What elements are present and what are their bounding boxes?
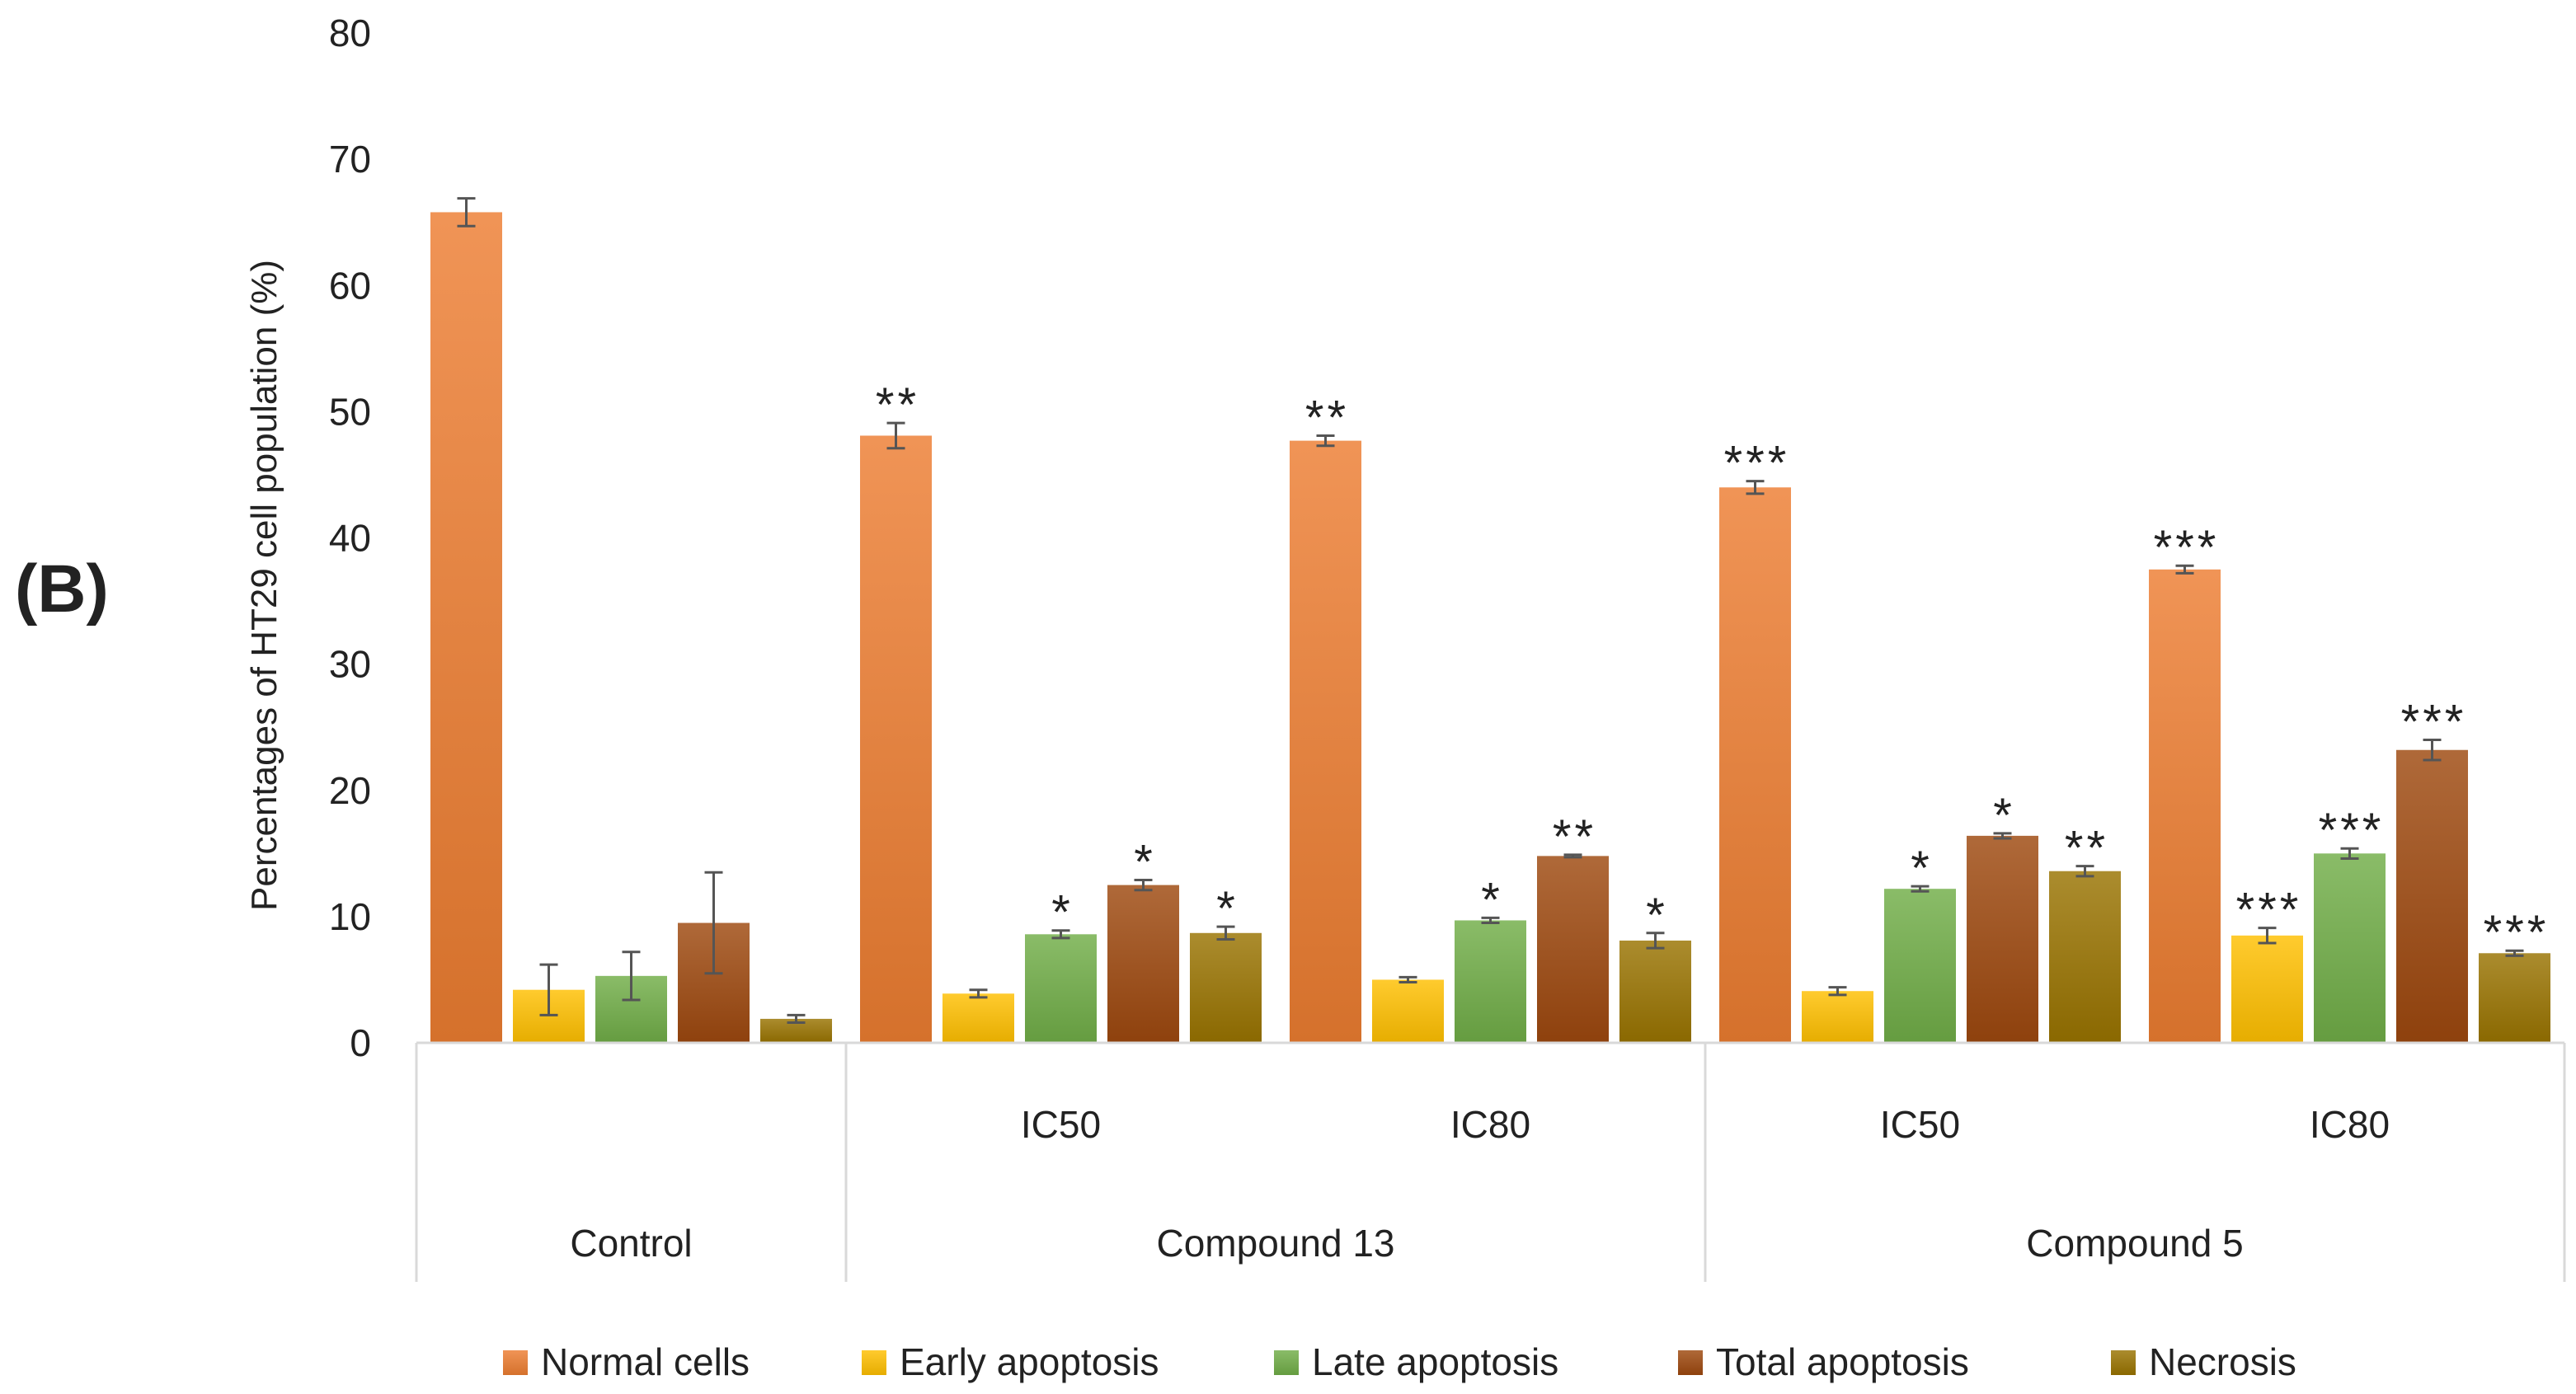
bar-normal-cells xyxy=(1290,440,1361,1043)
bar-total-apoptosis xyxy=(1107,885,1179,1043)
legend-swatch-normal-cells xyxy=(503,1350,528,1375)
y-tick-label: 20 xyxy=(329,769,371,812)
group-label: Compound 5 xyxy=(2026,1222,2243,1265)
bar-necrosis xyxy=(2479,953,2550,1043)
error-bar xyxy=(1134,878,1153,892)
bar-early-apoptosis xyxy=(2231,935,2303,1043)
error-bar xyxy=(539,963,558,1016)
significance-marker: * xyxy=(1051,886,1074,940)
legend: Normal cells Early apoptosis Late apoptosi… xyxy=(503,1340,2296,1383)
bar-necrosis xyxy=(1190,932,1262,1043)
error-bar xyxy=(2258,927,2277,945)
y-axis-title: Percentages of HT29 cell population (%) xyxy=(244,260,284,911)
error-bar xyxy=(1993,832,2012,840)
bar-normal-cells xyxy=(2149,569,2221,1043)
legend-swatch-late-apoptosis xyxy=(1274,1350,1299,1375)
bar-series xyxy=(430,212,2550,1043)
error-bar xyxy=(2075,865,2094,878)
error-bar xyxy=(704,871,723,975)
x-tick-label: IC80 xyxy=(2310,1103,2390,1146)
x-tick-label: IC50 xyxy=(1021,1103,1101,1146)
significance-markers: ** ************ ****** ** ***** ****** xyxy=(876,378,2550,960)
error-bar xyxy=(1316,434,1335,448)
y-axis-ticks: 0 10 20 30 40 50 60 70 80 xyxy=(329,12,371,1064)
legend-label: Total apoptosis xyxy=(1716,1340,1969,1383)
error-bar xyxy=(1746,480,1765,495)
bar-total-apoptosis xyxy=(1967,835,2038,1043)
significance-marker: *** xyxy=(1724,437,1790,490)
error-bar xyxy=(1563,853,1582,859)
significance-marker: ** xyxy=(1305,391,1349,444)
y-tick-label: 60 xyxy=(329,264,371,307)
significance-marker: *** xyxy=(2484,906,2550,960)
legend-label: Early apoptosis xyxy=(900,1340,1159,1383)
significance-marker: *** xyxy=(2401,696,2467,749)
bar-necrosis xyxy=(1619,940,1691,1043)
significance-marker: * xyxy=(1993,789,2015,843)
error-bar xyxy=(1481,916,1500,925)
bar-total-apoptosis xyxy=(2396,749,2468,1043)
y-tick-label: 80 xyxy=(329,12,371,54)
error-bar xyxy=(1911,885,1930,893)
error-bar xyxy=(886,421,905,450)
error-bar xyxy=(1398,975,1417,983)
significance-marker: *** xyxy=(2319,804,2385,857)
legend-label: Normal cells xyxy=(541,1340,750,1383)
error-bar xyxy=(2175,564,2194,575)
significance-marker: ** xyxy=(876,378,919,432)
legend-label: Late apoptosis xyxy=(1312,1340,1558,1383)
legend-swatch-total-apoptosis xyxy=(1678,1350,1703,1375)
x-axis: IC50 IC80 IC50 IC80 Control Compound 13 Compou… xyxy=(415,1041,2566,1282)
legend-label: Necrosis xyxy=(2149,1340,2296,1383)
error-bar xyxy=(1216,925,1235,941)
y-tick-label: 70 xyxy=(329,138,371,181)
error-bar xyxy=(2423,739,2442,762)
bar-necrosis xyxy=(2049,871,2121,1043)
x-tick-label: IC50 xyxy=(1880,1103,1960,1146)
bar-late-apoptosis xyxy=(1025,934,1097,1043)
error-bar xyxy=(2340,847,2359,860)
y-tick-label: 50 xyxy=(329,390,371,433)
significance-marker: * xyxy=(1216,882,1239,936)
error-bar xyxy=(787,1013,806,1024)
significance-marker: ** xyxy=(2065,822,2108,875)
significance-marker: ** xyxy=(1553,810,1596,864)
bar-early-apoptosis xyxy=(1372,979,1444,1043)
bar-total-apoptosis xyxy=(1537,856,1609,1043)
significance-marker: * xyxy=(1911,842,1933,895)
legend-swatch-necrosis xyxy=(2111,1350,2136,1375)
bar-normal-cells xyxy=(430,212,502,1043)
significance-marker: * xyxy=(1481,873,1503,927)
y-tick-label: 10 xyxy=(329,895,371,938)
error-bar xyxy=(457,197,476,228)
error-bar xyxy=(1646,932,1665,950)
significance-marker: *** xyxy=(2154,521,2220,575)
error-bars xyxy=(457,197,2524,1024)
bar-late-apoptosis xyxy=(1884,889,1956,1043)
bar-early-apoptosis xyxy=(1802,991,1873,1043)
legend-swatch-early-apoptosis xyxy=(862,1350,886,1375)
group-label: Control xyxy=(570,1222,692,1265)
bar-normal-cells xyxy=(860,435,932,1043)
y-tick-label: 30 xyxy=(329,643,371,686)
significance-marker: * xyxy=(1646,889,1668,942)
significance-marker: * xyxy=(1134,835,1156,889)
group-label: Compound 13 xyxy=(1157,1222,1395,1265)
significance-marker: *** xyxy=(2236,884,2302,937)
error-bar xyxy=(1051,929,1070,940)
error-bar xyxy=(1828,986,1847,997)
bar-late-apoptosis xyxy=(2314,853,2386,1043)
bar-early-apoptosis xyxy=(942,993,1014,1043)
bar-late-apoptosis xyxy=(1455,920,1526,1043)
panel-label: (B) xyxy=(15,551,109,627)
bar-normal-cells xyxy=(1719,487,1791,1043)
error-bar xyxy=(622,950,641,1002)
y-tick-label: 0 xyxy=(350,1021,371,1064)
y-tick-label: 40 xyxy=(329,517,371,560)
x-tick-label: IC80 xyxy=(1450,1103,1530,1146)
error-bar xyxy=(2505,949,2524,957)
error-bar xyxy=(969,988,988,999)
